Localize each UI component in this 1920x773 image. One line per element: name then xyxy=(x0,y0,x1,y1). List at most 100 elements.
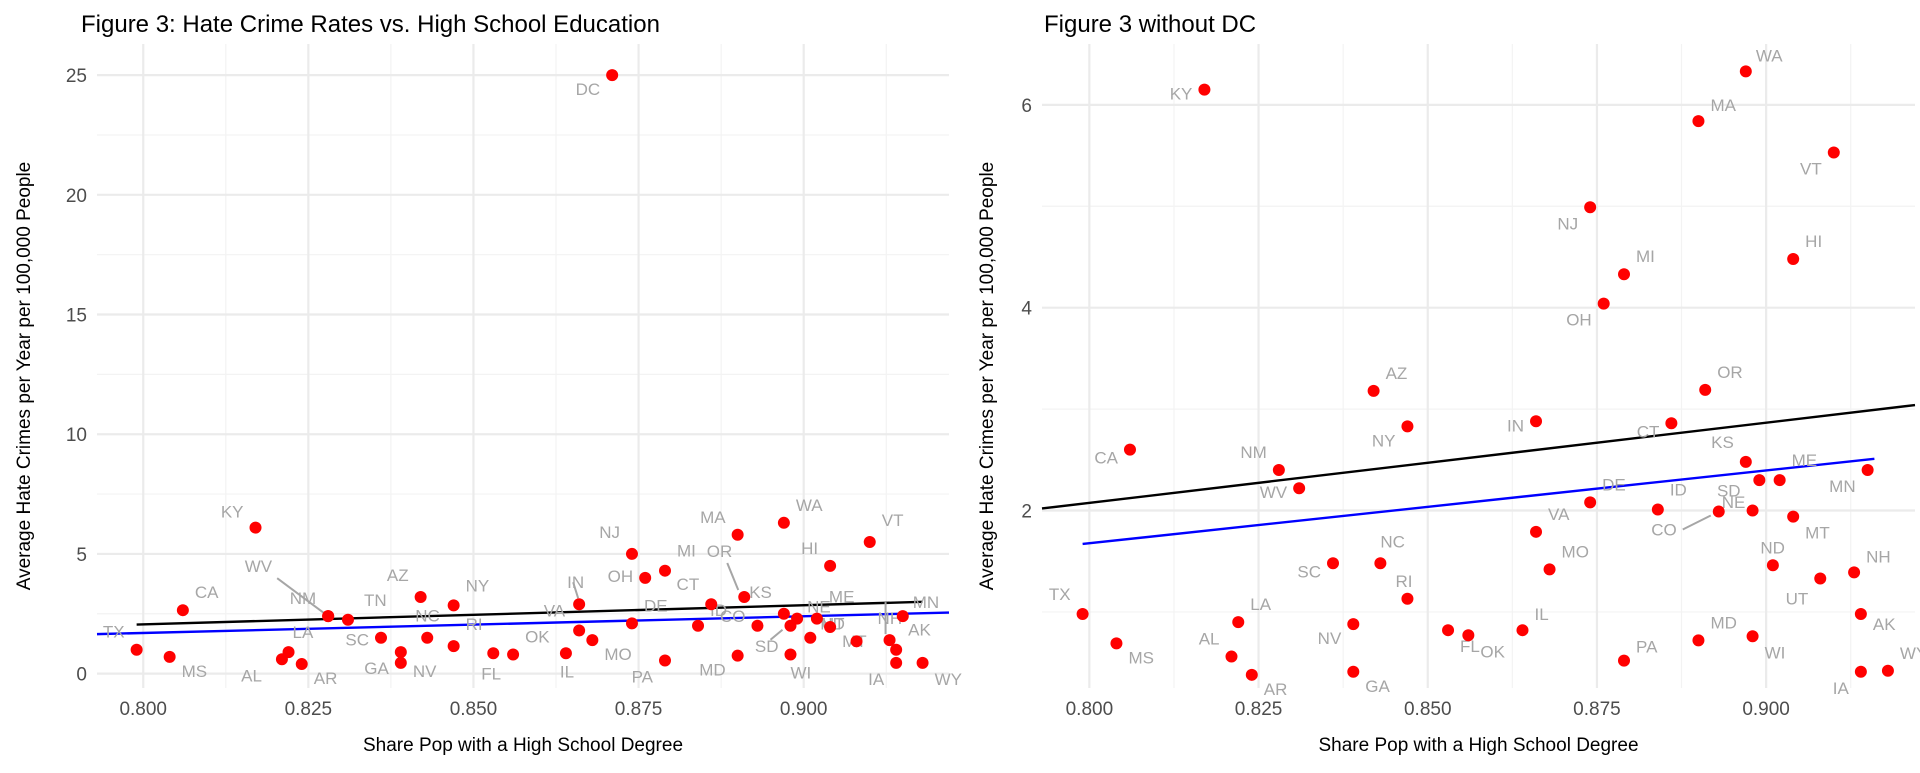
point-label: PA xyxy=(1636,638,1658,657)
data-point-ar xyxy=(295,658,308,671)
data-point-hi xyxy=(824,559,837,572)
point-label: IA xyxy=(868,670,885,689)
data-point-ut xyxy=(1814,572,1827,585)
y-tick-label: 5 xyxy=(76,545,87,566)
x-tick-label: 0.875 xyxy=(615,699,663,720)
data-point-la xyxy=(282,646,295,659)
data-point-nm xyxy=(1272,463,1285,476)
point-label: WV xyxy=(245,557,273,576)
data-point-wi xyxy=(784,648,797,661)
y-tick-label: 25 xyxy=(66,66,87,87)
point-label: KS xyxy=(1711,433,1734,452)
point-label: OR xyxy=(707,542,733,561)
data-point-ok xyxy=(507,648,520,661)
point-label: ME xyxy=(829,588,855,607)
data-point-id xyxy=(692,619,705,632)
point-label: CA xyxy=(1094,449,1118,468)
point-label: MT xyxy=(1805,524,1830,543)
data-point-wa xyxy=(1739,65,1752,78)
point-label: AR xyxy=(1264,680,1288,699)
fit-line xyxy=(1041,403,1916,510)
point-label: PA xyxy=(632,667,654,686)
data-point-ma xyxy=(731,528,744,541)
point-label: AL xyxy=(241,666,262,685)
panel-with-dc: Figure 3: Hate Crime Rates vs. High Scho… xyxy=(14,11,962,756)
point-label: NM xyxy=(290,589,316,608)
data-point-de xyxy=(1584,496,1597,509)
data-point-ca xyxy=(176,604,189,617)
label-leader-line xyxy=(276,577,325,614)
label-leader-line xyxy=(726,562,740,591)
point-label: NE xyxy=(1722,493,1746,512)
point-label: OH xyxy=(1566,311,1592,330)
fit-line xyxy=(136,600,923,626)
point-label: GA xyxy=(364,659,389,678)
point-label: NJ xyxy=(1557,214,1578,233)
data-point-tx xyxy=(130,643,143,656)
point-label: WA xyxy=(1756,46,1783,65)
point-label: ID xyxy=(1670,481,1687,500)
data-point-ok xyxy=(1462,629,1475,642)
data-point-mi xyxy=(1618,268,1630,281)
data-point-mo xyxy=(1543,563,1556,576)
data-point-wy xyxy=(916,656,929,669)
data-point-pa xyxy=(1618,654,1630,667)
data-point-md xyxy=(1692,634,1705,647)
x-tick-label: 0.875 xyxy=(1573,699,1621,720)
x-axis-title: Share Pop with a High School Degree xyxy=(363,735,683,756)
data-point-al xyxy=(1225,650,1238,663)
data-point-in xyxy=(1530,415,1543,428)
point-label: NC xyxy=(415,607,440,626)
point-label: MO xyxy=(604,645,631,664)
data-point-or xyxy=(1699,383,1712,396)
point-label: WI xyxy=(1765,643,1786,662)
point-label: IL xyxy=(560,662,574,681)
point-label: WA xyxy=(796,496,823,515)
y-tick-label: 0 xyxy=(76,665,87,686)
point-label: KS xyxy=(749,583,772,602)
point-label: VT xyxy=(1800,160,1822,179)
data-point-il xyxy=(1516,624,1529,637)
point-label: MD xyxy=(699,661,725,680)
point-label: FL xyxy=(1460,637,1480,656)
chart-title: Figure 3 without DC xyxy=(1044,11,1256,38)
point-label: NV xyxy=(1318,629,1342,648)
point-label: MS xyxy=(1128,648,1154,667)
data-point-az xyxy=(414,591,427,604)
data-point-nd xyxy=(1766,559,1779,572)
y-tick-label: 6 xyxy=(1021,96,1032,117)
x-tick-label: 0.825 xyxy=(285,699,333,720)
point-label: OR xyxy=(1717,363,1743,382)
y-axis-title: Average Hate Crimes per Year per 100,000… xyxy=(14,162,35,590)
data-point-fl xyxy=(487,647,500,660)
point-label: DC xyxy=(576,80,601,99)
data-point-az xyxy=(1367,384,1380,397)
data-point-ms xyxy=(163,650,176,663)
point-label: GA xyxy=(1365,677,1390,696)
x-tick-label: 0.900 xyxy=(1742,699,1790,720)
point-label: AZ xyxy=(1386,364,1408,383)
data-point-mo xyxy=(586,634,599,647)
data-point-oh xyxy=(639,571,652,584)
point-label: NC xyxy=(1380,532,1405,551)
data-point-co xyxy=(1712,505,1725,518)
label-leader-line xyxy=(572,581,580,599)
point-label: KY xyxy=(1170,85,1193,104)
data-point-sd xyxy=(1746,504,1759,517)
y-tick-label: 2 xyxy=(1021,502,1032,523)
x-tick-label: 0.825 xyxy=(1235,699,1283,720)
data-point-fl xyxy=(1442,624,1455,637)
data-point-nv xyxy=(394,656,407,669)
point-label: UT xyxy=(1786,589,1809,608)
data-point-nj xyxy=(1584,201,1597,214)
point-label: NH xyxy=(878,609,903,628)
data-point-wv xyxy=(1293,482,1306,495)
data-point-mt xyxy=(1787,510,1800,523)
point-label: DE xyxy=(1602,475,1626,494)
data-point-mi xyxy=(659,564,671,577)
point-label: IL xyxy=(1534,605,1548,624)
data-point-wv xyxy=(322,610,335,623)
data-point-or xyxy=(738,591,751,604)
data-point-id xyxy=(1651,503,1664,516)
x-axis-title: Share Pop with a High School Degree xyxy=(1318,735,1638,756)
